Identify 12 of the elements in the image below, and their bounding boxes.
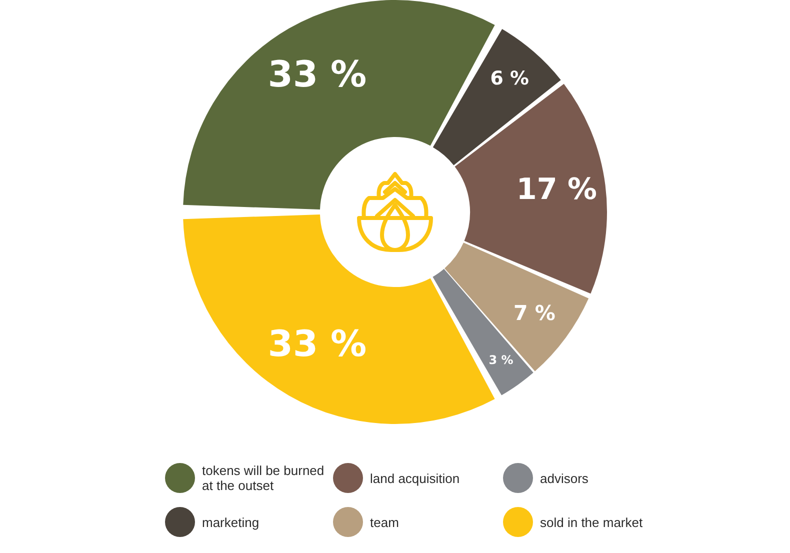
data-label: 33 % bbox=[268, 54, 367, 96]
data-label: 3 % bbox=[488, 353, 514, 368]
legend-label: team bbox=[370, 514, 399, 530]
legend-label: marketing bbox=[202, 514, 260, 530]
legend-label: advisors bbox=[540, 470, 588, 486]
legend-label: tokens will be burned at the outset bbox=[202, 463, 326, 493]
data-label: 17 % bbox=[516, 172, 598, 206]
data-label: 6 % bbox=[490, 68, 529, 90]
data-label: 7 % bbox=[513, 301, 556, 325]
legend-label: land acquisition bbox=[370, 470, 460, 486]
data-label: 33 % bbox=[268, 324, 367, 365]
legend-label: sold in the market bbox=[540, 514, 643, 530]
